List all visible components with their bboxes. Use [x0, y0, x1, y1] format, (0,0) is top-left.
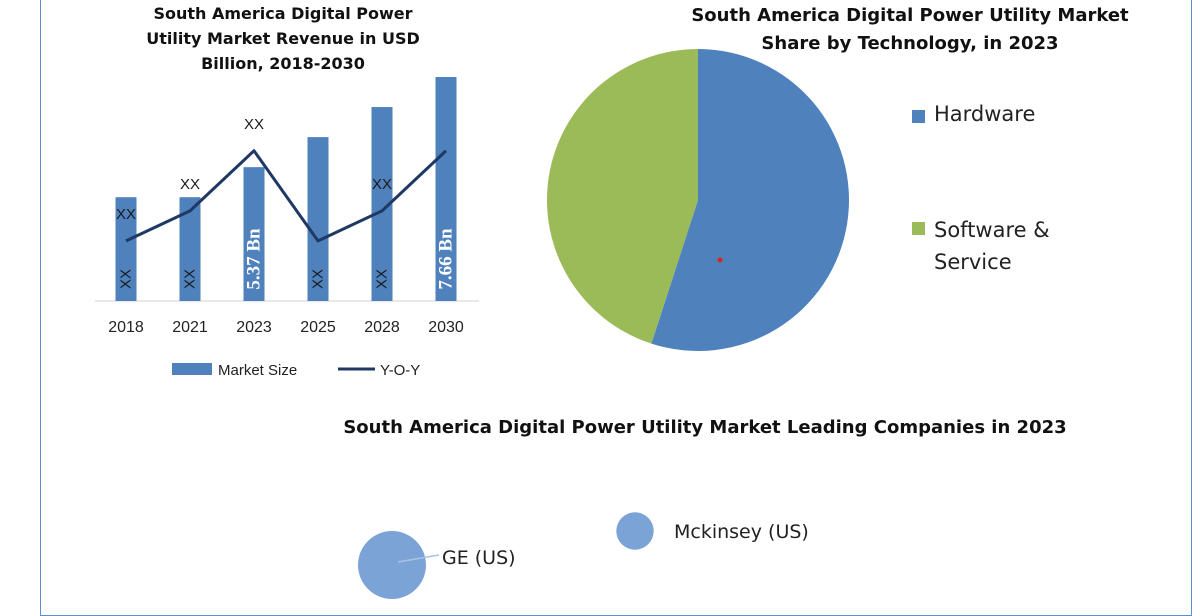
pie-chart-title: South America Digital Power Utility Mark…: [691, 5, 1129, 54]
bubble-label-1: Mckinsey (US): [674, 521, 809, 543]
pie-legend-hardware-swatch: [912, 110, 925, 123]
yoy-label-2023: XX: [244, 116, 264, 133]
bar-2021: [179, 197, 201, 301]
x-tick-2021: 2021: [172, 319, 208, 336]
legend-market-size-swatch: [172, 363, 212, 375]
x-tick-2030: 2030: [428, 319, 464, 336]
pie-slice-0: [651, 49, 849, 351]
yoy-label-2018: XX: [116, 206, 136, 223]
bubble-1: [616, 512, 654, 550]
x-tick-2018: 2018: [108, 319, 144, 336]
pie-legend-hardware-label: Hardware: [934, 102, 1036, 126]
bar-2030: [435, 77, 457, 301]
x-tick-2025: 2025: [300, 319, 336, 336]
legend-yoy-label: Y-O-Y: [380, 362, 420, 379]
bar-label-2028: XX: [374, 269, 391, 289]
bubble-0: [358, 531, 426, 599]
bar-chart: XX 2018 XX 2021 5.37 Bn 2023 XX 2025 XX 2028 7.66 …: [95, 77, 479, 379]
bubble-chart-title: South America Digital Power Utility Mark…: [343, 417, 1067, 438]
x-tick-2023: 2023: [236, 319, 272, 336]
bar-label-2018: XX: [118, 269, 135, 289]
bar-2018: [115, 197, 137, 301]
yoy-label-2021: XX: [180, 176, 200, 193]
x-tick-2028: 2028: [364, 319, 400, 336]
pie-chart: [546, 49, 849, 351]
bar-label-2025: XX: [310, 269, 327, 289]
yoy-label-2028: XX: [372, 176, 392, 193]
legend-market-size-label: Market Size: [218, 362, 297, 379]
bar-label-2021: XX: [182, 269, 199, 289]
bar-label-2023: 5.37 Bn: [244, 228, 265, 290]
bar-chart-title: South America Digital Power Utility Mark…: [146, 4, 420, 73]
bubble-leader-0: [397, 554, 440, 563]
pie-legend-software-swatch: [912, 222, 925, 235]
bar-2028: [371, 107, 393, 301]
pie-legend-software-label: Software & Service: [934, 218, 1050, 274]
bubble-label-0: GE (US): [442, 547, 516, 569]
pie-center-marker: [717, 257, 723, 263]
pie-slice-1: [546, 49, 698, 344]
bubble-chart: GE (US) Mckinsey (US): [358, 512, 809, 599]
bar-2023: [243, 167, 265, 301]
yoy-line: [125, 149, 448, 243]
bar-2025: [307, 137, 329, 301]
bar-label-2030: 7.66 Bn: [436, 228, 457, 290]
